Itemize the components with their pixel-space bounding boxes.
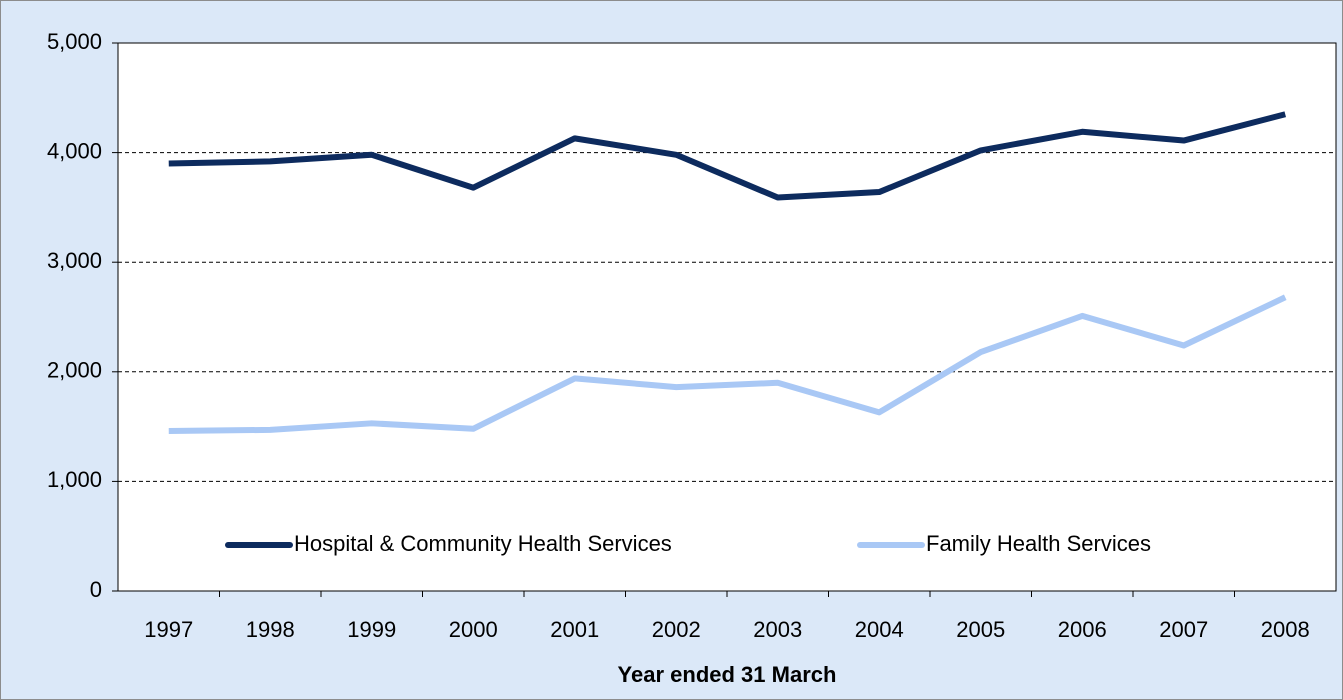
y-tick-label: 4,000	[47, 138, 102, 163]
y-tick-label: 5,000	[47, 29, 102, 54]
x-tick-label: 2008	[1261, 617, 1310, 642]
x-tick-label: 2007	[1159, 617, 1208, 642]
x-tick-label: 2003	[753, 617, 802, 642]
y-tick-label: 1,000	[47, 467, 102, 492]
x-tick-label: 1998	[246, 617, 295, 642]
x-tick-label: 2000	[449, 617, 498, 642]
y-tick-label: 2,000	[47, 358, 102, 383]
series-line	[168, 111, 1287, 201]
plot-area	[118, 43, 1336, 591]
x-tick-label: 2002	[652, 617, 701, 642]
series-line	[168, 294, 1287, 434]
legend-label: Family Health Services	[926, 531, 1151, 556]
x-tick-label: 2005	[956, 617, 1005, 642]
x-tick-label: 1997	[144, 617, 193, 642]
legend-label: Hospital & Community Health Services	[294, 531, 672, 556]
x-tick-label: 1999	[347, 617, 396, 642]
y-tick-label: 0	[90, 577, 102, 602]
x-tick-label: 2001	[550, 617, 599, 642]
y-tick-label: 3,000	[47, 248, 102, 273]
x-tick-label: 2004	[855, 617, 904, 642]
plot-border	[117, 42, 1337, 592]
x-tick-label: 2006	[1058, 617, 1107, 642]
x-axis-title: Year ended 31 March	[618, 662, 837, 687]
